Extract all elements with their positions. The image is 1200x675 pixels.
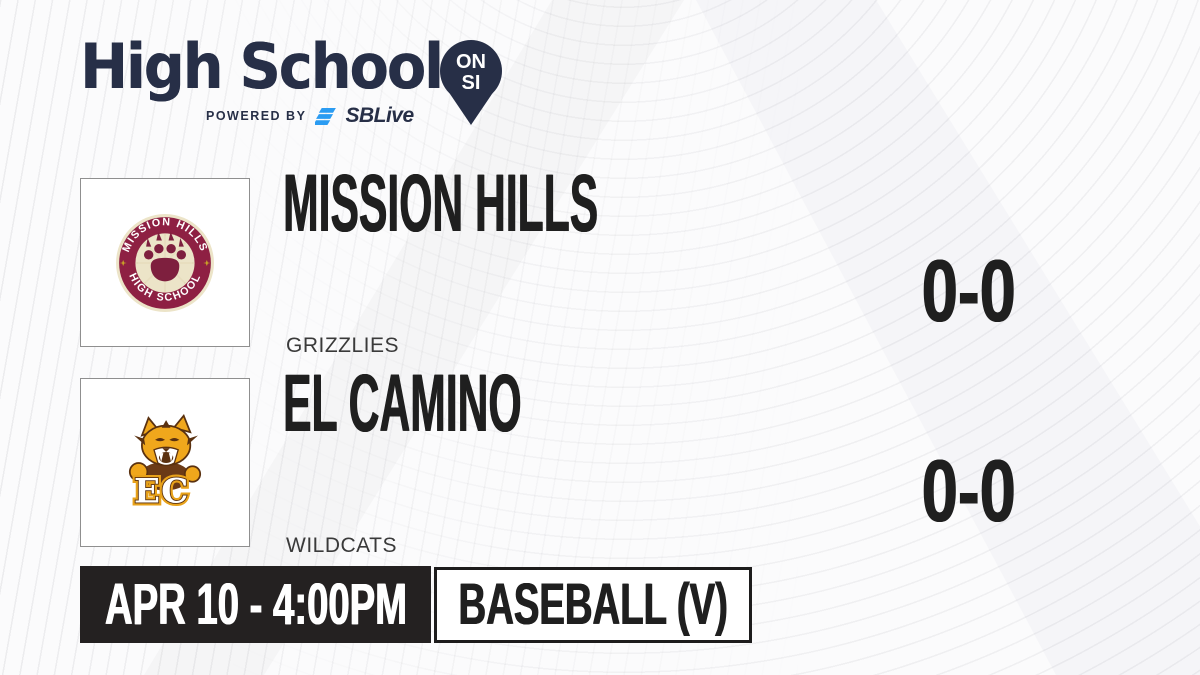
el-camino-logo: EC EC	[128, 413, 202, 514]
sblive-wordmark: SBLive	[345, 104, 414, 127]
team1-logo-box: MISSION HILLS HIGH SCHOOL	[80, 178, 250, 347]
game-datetime-bar: APR 10 - 4:00PM	[80, 566, 431, 643]
team2-name: EL CAMINO	[283, 358, 522, 449]
game-sport-box: BASEBALL (V)	[434, 567, 752, 643]
bear-paw-icon	[143, 231, 187, 281]
powered-by-row: POWERED BY SBLive	[206, 104, 414, 128]
game-sport: BASEBALL (V)	[458, 572, 728, 637]
wildcat-chest	[139, 461, 191, 490]
ec-initials-outline: EC	[134, 471, 189, 511]
on-si-pin-icon: ON SI	[440, 40, 502, 125]
wildcat-nose	[162, 447, 170, 452]
team1-record: 0-0	[921, 241, 1017, 340]
team2-mascot: WILDCATS	[286, 534, 397, 557]
team1-mascot: GRIZZLIES	[286, 334, 400, 357]
powered-by-label: POWERED BY	[206, 109, 307, 123]
team2-record: 0-0	[921, 441, 1017, 540]
pin-line-si: SI	[462, 72, 481, 94]
ring-star-icons	[119, 259, 211, 266]
game-datetime: APR 10 - 4:00PM	[104, 571, 407, 637]
sblive-logo-icon	[315, 107, 337, 125]
wildcat-head	[140, 413, 192, 466]
pin-line-on: ON	[456, 51, 486, 73]
ec-initials: EC	[134, 471, 189, 511]
mission-hills-logo: MISSION HILLS HIGH SCHOOL	[116, 213, 214, 312]
wildcat-paw	[128, 461, 149, 481]
team1-name: MISSION HILLS	[283, 158, 599, 249]
wildcat-paw	[183, 464, 202, 483]
team2-logo-box: EC EC	[80, 378, 250, 547]
high-school-logo-text: High School	[80, 30, 444, 103]
